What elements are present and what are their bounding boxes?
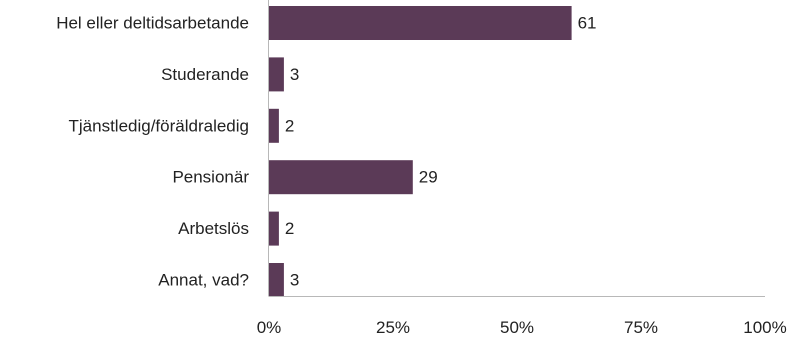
value-label-3: 29 — [419, 168, 438, 187]
bar-1 — [269, 57, 284, 92]
x-tick-labels: 0% 25% 50% 75% 100% — [257, 318, 787, 337]
bar-2 — [269, 108, 279, 143]
bar-0 — [269, 6, 572, 40]
value-label-0: 61 — [578, 14, 597, 33]
value-labels: 61 3 2 29 2 3 — [285, 14, 597, 290]
category-label-2: Tjänstledig/föräldraledig — [69, 116, 250, 135]
x-tick-label-4: 100% — [743, 318, 786, 337]
category-labels: Hel eller deltidsarbetande Studerande Tjän… — [56, 14, 249, 290]
category-label-3: Pensionär — [172, 168, 249, 187]
x-tick-label-2: 50% — [500, 318, 534, 337]
x-tick-label-1: 25% — [376, 318, 410, 337]
value-label-2: 2 — [285, 116, 294, 135]
axes — [268, 0, 765, 297]
category-label-5: Annat, vad? — [158, 271, 249, 290]
value-label-4: 2 — [285, 219, 294, 238]
value-label-1: 3 — [290, 65, 299, 84]
category-label-1: Studerande — [161, 65, 249, 84]
bars — [269, 6, 572, 297]
bar-4 — [269, 211, 279, 246]
category-label-0: Hel eller deltidsarbetande — [56, 14, 249, 33]
x-tick-label-3: 75% — [624, 318, 658, 337]
value-label-5: 3 — [290, 271, 299, 290]
bar-3 — [269, 160, 413, 195]
bar-5 — [269, 263, 284, 297]
x-tick-label-0: 0% — [257, 318, 282, 337]
category-label-4: Arbetslös — [178, 219, 249, 238]
